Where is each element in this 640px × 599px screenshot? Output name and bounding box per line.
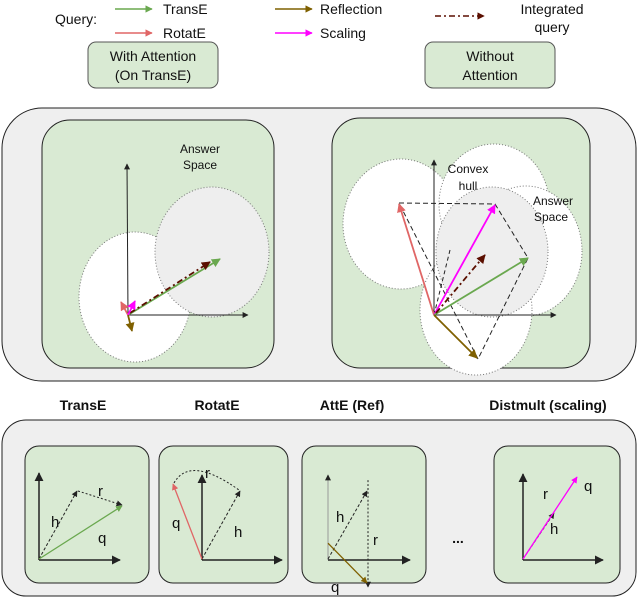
with-attention-line1: With Attention xyxy=(110,48,196,64)
panel-rotate: r q h xyxy=(158,445,289,584)
answer-space-circle xyxy=(435,186,549,318)
reflection-arrow xyxy=(433,314,478,359)
panel-transe: h r q xyxy=(24,445,150,584)
legend-integrated-line2: query xyxy=(534,19,569,35)
label-h: h xyxy=(234,524,242,541)
convex-hull-line2: hull xyxy=(459,179,478,193)
q-vector xyxy=(38,505,123,560)
legend: Query: TransE RotatE Reflection Scaling … xyxy=(55,1,584,41)
label-q: q xyxy=(172,515,180,532)
label-q: q xyxy=(98,530,106,547)
without-attention-line1: Without xyxy=(466,48,514,64)
label-h: h xyxy=(51,514,59,531)
title-transe: TransE xyxy=(60,397,107,413)
integrated-arrow xyxy=(129,261,211,314)
label-r: r xyxy=(543,486,548,503)
legend-transe: TransE xyxy=(163,1,208,17)
h-vector xyxy=(201,490,241,560)
rotate-arrow xyxy=(120,301,129,316)
answer-space-line2: Space xyxy=(534,210,568,224)
reflection-arrow xyxy=(125,314,135,332)
convex-hull-line1: Convex xyxy=(448,162,489,176)
with-attention-line2: (On TransE) xyxy=(115,67,191,83)
label-q: q xyxy=(584,478,592,495)
label-q: q xyxy=(331,579,339,596)
label-r: r xyxy=(373,532,378,549)
answer-space-line2: Space xyxy=(183,158,217,172)
panel-with-attention: Answer Space xyxy=(41,119,275,369)
label-r: r xyxy=(205,465,210,482)
label-h: h xyxy=(336,509,344,526)
without-attention-box: Without Attention xyxy=(424,41,556,89)
legend-rotate: RotatE xyxy=(163,25,206,41)
q-vector xyxy=(172,483,203,560)
panel-without-attention: Convex hull Answer Space xyxy=(331,117,591,376)
answer-space-line1: Answer xyxy=(180,142,220,156)
legend-integrated-line1: Integrated xyxy=(520,1,583,17)
ellipsis: ... xyxy=(452,530,464,546)
scaling-arrow xyxy=(127,300,136,316)
panel-distmult: r q h xyxy=(493,445,621,584)
with-attention-box: With Attention (On TransE) xyxy=(87,41,219,89)
title-atte: AttE (Ref) xyxy=(320,397,385,413)
scaling-arrow xyxy=(433,204,496,316)
r-arc xyxy=(173,470,240,491)
legend-reflection: Reflection xyxy=(320,1,382,17)
label-h: h xyxy=(550,521,558,538)
title-rotate: RotatE xyxy=(194,397,239,413)
legend-title: Query: xyxy=(55,11,97,27)
answer-space-circle xyxy=(154,186,270,318)
panel-atte: h r q xyxy=(301,445,427,596)
q-vector xyxy=(522,476,578,560)
y-axis xyxy=(124,163,131,316)
without-attention-line2: Attention xyxy=(462,67,517,83)
title-distmult: Distmult (scaling) xyxy=(489,397,606,413)
h-vector xyxy=(38,490,78,560)
label-r: r xyxy=(98,483,103,500)
answer-space-line1: Answer xyxy=(533,194,573,208)
integrated-arrow xyxy=(435,254,486,314)
transe-arrow xyxy=(433,257,529,316)
q-vector xyxy=(327,542,368,584)
legend-scaling: Scaling xyxy=(320,25,366,41)
convex-hull xyxy=(398,202,529,361)
rotate-arrow xyxy=(397,203,435,316)
h-vector xyxy=(327,490,368,560)
